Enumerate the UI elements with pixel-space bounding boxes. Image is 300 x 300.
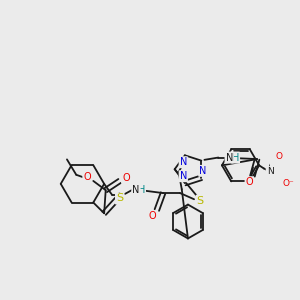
Text: O: O (148, 211, 156, 221)
Text: O: O (246, 177, 253, 187)
Text: O: O (276, 152, 283, 161)
Text: O: O (83, 172, 91, 182)
Text: N: N (199, 166, 207, 176)
Text: N: N (267, 167, 273, 176)
Text: N: N (180, 171, 187, 181)
Text: O⁻: O⁻ (283, 179, 295, 188)
Text: N: N (180, 157, 187, 167)
Text: S: S (116, 194, 123, 203)
Text: S: S (197, 196, 204, 206)
Text: O: O (122, 173, 130, 183)
Text: H: H (138, 185, 145, 195)
Text: N: N (226, 152, 233, 163)
Text: H: H (232, 152, 239, 163)
Text: N: N (132, 185, 140, 195)
